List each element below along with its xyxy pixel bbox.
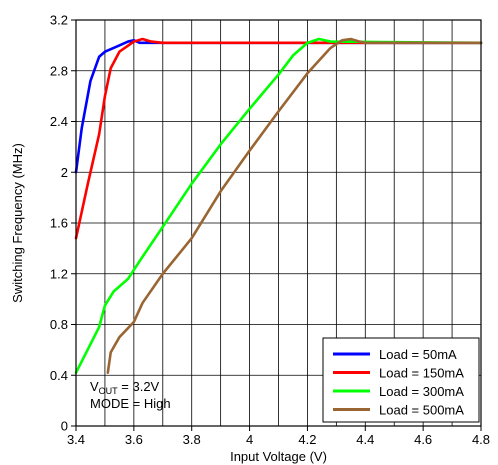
x-tick-label: 3.6 — [125, 432, 143, 447]
mode-annotation: MODE = High — [90, 396, 171, 411]
y-tick-label: 1.6 — [50, 216, 68, 231]
x-axis-label: Input Voltage (V) — [230, 449, 327, 464]
legend-label-4: Load = 500mA — [379, 403, 464, 418]
x-tick-label: 4.6 — [414, 432, 432, 447]
series-line-3 — [74, 37, 483, 375]
vout-v: V — [90, 379, 99, 394]
y-tick-labels: 0 0.4 0.8 1.2 1.6 2 2.4 2.8 3.2 — [50, 13, 68, 434]
y-axis-label: Switching Frequency (MHz) — [10, 143, 25, 303]
y-tick-label: 3.2 — [50, 13, 68, 28]
annotation: VOUT = 3.2V MODE = High — [90, 379, 171, 411]
y-tick-label: 2 — [61, 165, 68, 180]
vout-value: = 3.2V — [118, 379, 160, 394]
x-tick-label: 4.2 — [298, 432, 316, 447]
y-tick-label: 1.2 — [50, 266, 68, 281]
y-tick-label: 0 — [61, 419, 68, 434]
vout-annotation: VOUT = 3.2V — [90, 379, 160, 396]
y-tick-label: 2.4 — [50, 114, 68, 129]
x-tick-label: 3.8 — [183, 432, 201, 447]
series-layer — [74, 37, 483, 375]
tick-marks — [71, 19, 482, 431]
x-tick-label: 4 — [246, 432, 253, 447]
series-line-2 — [74, 37, 483, 240]
legend: Load = 50mA Load = 150mA Load = 300mA Load … — [322, 337, 480, 423]
legend-label-1: Load = 50mA — [379, 347, 457, 362]
legend-label-2: Load = 150mA — [379, 366, 464, 381]
series-line-4 — [106, 37, 483, 375]
vout-subscript: OUT — [99, 386, 119, 396]
y-tick-label: 0.8 — [50, 317, 68, 332]
y-tick-label: 2.8 — [50, 63, 68, 78]
x-tick-label: 3.4 — [67, 432, 85, 447]
x-tick-label: 4.8 — [472, 432, 490, 447]
x-tick-labels: 3.4 3.6 3.8 4 4.2 4.4 4.6 4.8 — [67, 432, 490, 447]
x-tick-label: 4.4 — [356, 432, 374, 447]
legend-label-3: Load = 300mA — [379, 384, 464, 399]
y-tick-label: 0.4 — [50, 368, 68, 383]
